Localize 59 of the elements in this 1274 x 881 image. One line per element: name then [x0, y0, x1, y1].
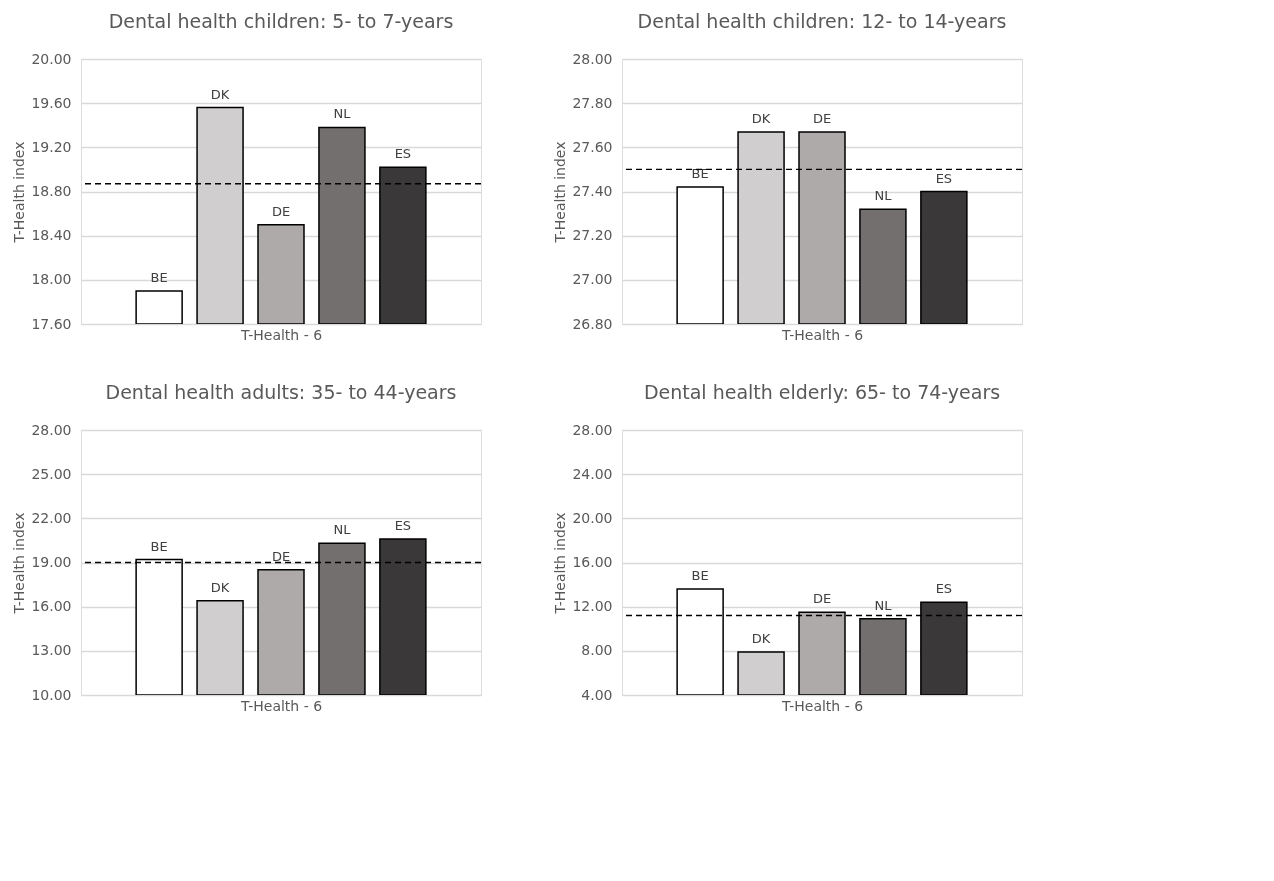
- x-tick-label: BE: [150, 538, 168, 554]
- x-axis-title: T-Health - 6: [239, 326, 323, 343]
- x-tick-label: ES: [394, 517, 412, 533]
- x-tick-label: DK: [751, 110, 771, 126]
- y-tick-label: 12.00: [572, 598, 613, 615]
- x-axis-title: T-Health - 6: [780, 326, 864, 343]
- x-tick-label: ES: [394, 146, 412, 162]
- y-tick-label: 26.80: [572, 315, 613, 332]
- y-tick-label: 22.00: [31, 509, 72, 526]
- y-axis-title: T-Health index: [552, 512, 569, 615]
- y-tick-label: 13.00: [31, 642, 72, 659]
- y-tick-label: 19.60: [31, 94, 72, 111]
- y-tick-label: 27.20: [572, 227, 613, 244]
- y-tick-label: 19.20: [31, 138, 72, 155]
- chart-title: Dental health children: 5- to 7-years: [108, 10, 454, 32]
- x-tick-label: DE: [812, 110, 832, 126]
- x-tick-label: NL: [333, 106, 352, 122]
- y-tick-label: 27.40: [572, 183, 613, 199]
- x-tick-label: BE: [150, 269, 168, 285]
- x-tick-label: DE: [271, 203, 291, 219]
- y-tick-label: 19.00: [31, 554, 72, 570]
- x-tick-label: DK: [210, 579, 230, 595]
- y-tick-label: 18.40: [31, 227, 72, 244]
- y-tick-label: 18.80: [31, 183, 72, 199]
- x-axis-title: T-Health - 6: [239, 697, 323, 714]
- x-tick-label: NL: [333, 522, 352, 538]
- x-axis-title: T-Health - 6: [780, 697, 864, 714]
- chart-title: Dental health adults: 35- to 44-years: [105, 381, 457, 403]
- x-tick-label: NL: [874, 188, 893, 204]
- x-tick-label: NL: [874, 597, 893, 613]
- y-tick-label: 16.00: [572, 554, 613, 570]
- x-tick-label: BE: [691, 568, 709, 583]
- y-tick-label: 20.00: [31, 50, 72, 67]
- y-tick-label: 8.00: [581, 642, 613, 659]
- chart-title: Dental health children: 12- to 14-years: [637, 10, 1007, 32]
- y-axis-title: T-Health index: [11, 141, 28, 244]
- y-tick-label: 27.60: [572, 138, 613, 155]
- y-tick-label: 20.00: [572, 509, 613, 526]
- y-tick-label: 10.00: [31, 686, 72, 703]
- y-tick-label: 25.00: [31, 465, 72, 482]
- y-tick-label: 28.00: [572, 421, 613, 438]
- y-tick-label: 24.00: [572, 465, 613, 482]
- x-tick-label: DK: [751, 630, 771, 646]
- y-axis-title: T-Health index: [552, 141, 569, 244]
- x-tick-label: DE: [812, 591, 832, 607]
- y-tick-label: 27.00: [572, 271, 613, 288]
- y-tick-label: 4.00: [581, 686, 613, 703]
- y-tick-label: 17.60: [31, 315, 72, 332]
- y-tick-label: 18.00: [31, 271, 72, 288]
- x-tick-label: ES: [935, 170, 953, 186]
- y-tick-label: 16.00: [31, 598, 72, 615]
- x-tick-label: DK: [210, 86, 230, 102]
- y-axis-title: T-Health index: [11, 512, 28, 615]
- x-tick-label: DE: [271, 548, 291, 564]
- chart-title: Dental health elderly: 65- to 74-years: [643, 381, 1001, 403]
- x-tick-label: ES: [935, 581, 953, 597]
- y-tick-label: 28.00: [31, 421, 72, 438]
- y-tick-label: 27.80: [572, 94, 613, 111]
- y-tick-label: 28.00: [572, 50, 613, 67]
